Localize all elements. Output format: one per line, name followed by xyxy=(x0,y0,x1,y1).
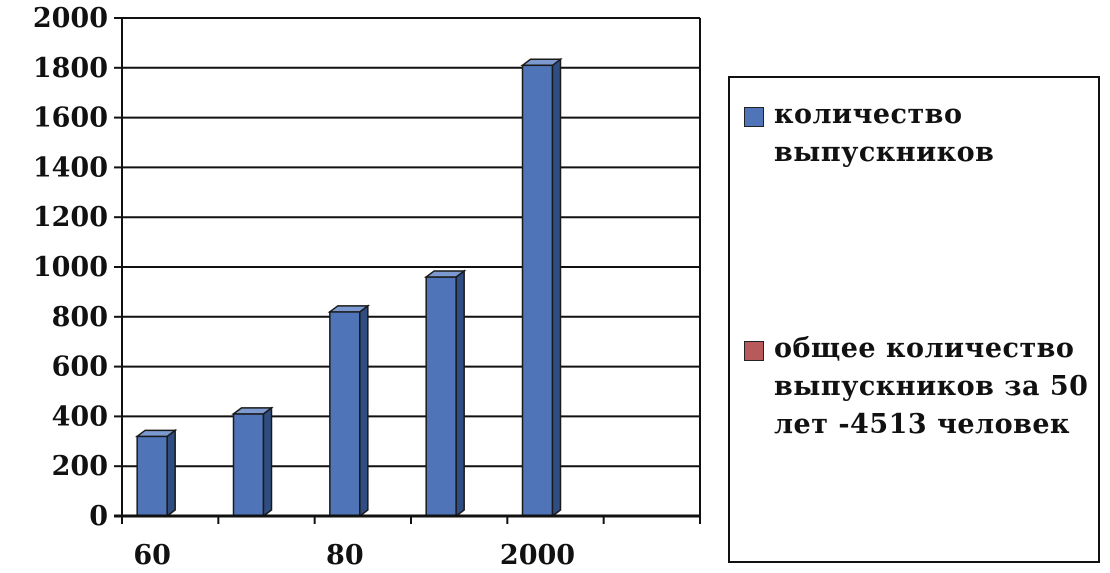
y-tick-label: 1000 xyxy=(33,252,108,283)
legend-label-graduates: количество выпускников xyxy=(774,99,995,168)
bar-top xyxy=(327,305,371,313)
x-tick-label: 60 xyxy=(133,540,171,571)
legend-label-total: общее количество выпускников за 50 лет -… xyxy=(774,333,1089,440)
bar-top xyxy=(423,270,467,278)
bar-top xyxy=(520,58,563,67)
gridlines xyxy=(122,17,700,468)
bar-side xyxy=(166,428,176,518)
legend-swatch-total xyxy=(744,341,764,361)
bar-front xyxy=(136,435,168,517)
y-tick-label: 400 xyxy=(52,401,108,432)
bar-top xyxy=(134,429,178,438)
y-tick-label: 200 xyxy=(52,451,108,482)
x-tick-labels: 60 80 2000 xyxy=(133,540,575,571)
y-tick-label: 1600 xyxy=(33,103,108,134)
y-tick-label: 0 xyxy=(89,501,108,532)
y-tick-labels: 0 200 400 600 800 1000 1200 1400 1600 1800 2000 xyxy=(33,3,108,532)
bar-side xyxy=(359,304,369,518)
bar-front xyxy=(329,311,361,517)
y-tick-label: 800 xyxy=(52,302,108,333)
bar-front xyxy=(232,413,265,517)
y-tick-label: 1800 xyxy=(33,53,108,84)
legend-item-total: общее количество выпускников за 50 лет -… xyxy=(744,330,1094,444)
bar-side xyxy=(551,57,562,518)
bar-front xyxy=(521,64,554,517)
legend-swatch-graduates xyxy=(744,107,764,127)
bar xyxy=(327,304,371,518)
y-tick-label: 1400 xyxy=(33,152,108,183)
x-tick-label: 2000 xyxy=(500,540,575,571)
legend-item-graduates: количество выпускников xyxy=(744,96,1094,172)
legend: количество выпускников общее количество … xyxy=(728,76,1100,563)
bar-side xyxy=(455,269,465,518)
y-tick-label: 2000 xyxy=(33,3,108,34)
y-tick-label: 1200 xyxy=(33,202,108,233)
bars xyxy=(134,57,563,518)
bar xyxy=(423,269,467,518)
bar xyxy=(134,428,178,518)
y-tick-label: 600 xyxy=(52,352,108,383)
x-tick-label: 80 xyxy=(326,540,364,571)
bar-front xyxy=(425,276,457,517)
axes xyxy=(114,17,701,524)
bar xyxy=(520,57,563,518)
bar xyxy=(231,406,274,518)
bar-top xyxy=(231,407,274,415)
bar-side xyxy=(262,406,273,518)
